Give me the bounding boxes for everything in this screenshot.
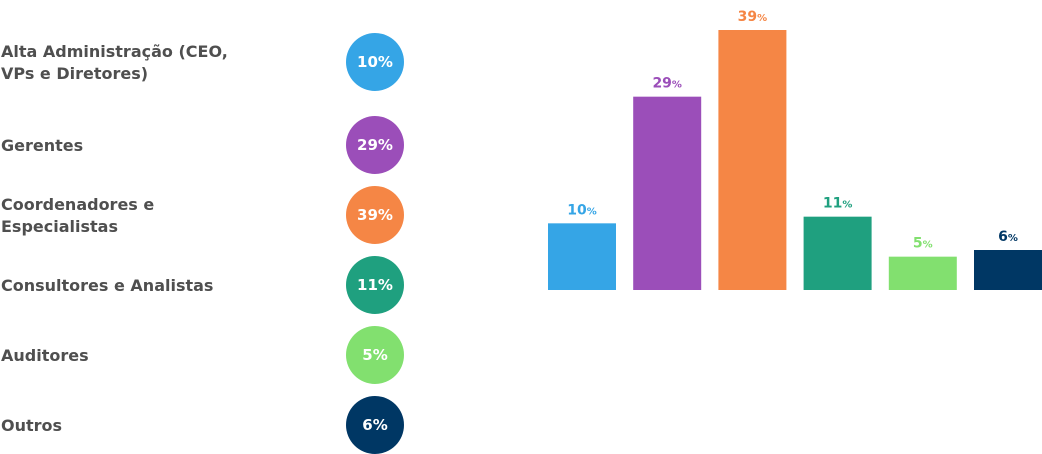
bar-5 — [888, 256, 957, 290]
bar-4 — [803, 216, 872, 290]
bar-value-label: 6% — [998, 229, 1018, 245]
bar-1 — [548, 223, 616, 290]
legend-label: Consultores e Analistas — [1, 276, 214, 295]
percent-badge: 29% — [346, 116, 404, 174]
bar-value-label: 29% — [652, 76, 682, 92]
legend-label: Gerentes — [1, 136, 84, 155]
bar-value-label: 5% — [913, 236, 933, 252]
bar-6 — [974, 250, 1042, 290]
percent-badge: 6% — [346, 396, 404, 454]
percent-badge: 5% — [346, 326, 404, 384]
percent-badge: 10% — [346, 33, 404, 91]
bar-value-label: 11% — [823, 196, 853, 212]
legend-label: Outros — [1, 416, 63, 435]
bar-value-label: 39% — [738, 9, 768, 25]
legend-label: Auditores — [1, 346, 89, 365]
bar-3 — [718, 30, 787, 290]
legend-label: Coordenadores e Especialistas — [1, 195, 155, 236]
legend-label: Alta Administração (CEO, VPs e Diretores… — [1, 42, 228, 83]
percent-badge: 39% — [346, 186, 404, 244]
bar-value-label: 10% — [567, 202, 597, 218]
percent-badge: 11% — [346, 256, 404, 314]
bar-2 — [633, 96, 702, 291]
